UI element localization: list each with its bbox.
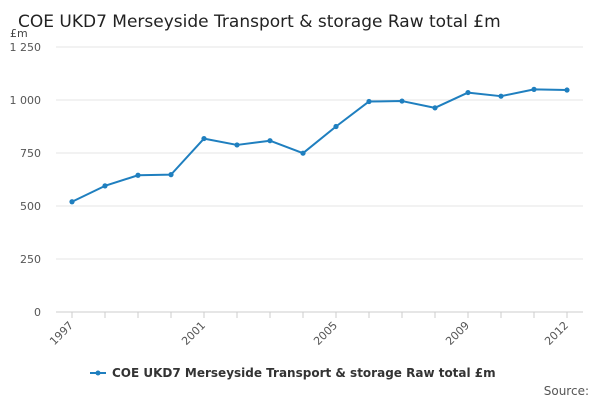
y-tick-label: 750 xyxy=(20,147,41,160)
data-point xyxy=(102,183,108,189)
y-tick-label: 1 250 xyxy=(10,41,42,54)
y-unit-label: £m xyxy=(10,27,28,40)
series-line xyxy=(71,88,568,203)
x-tick-label: 2001 xyxy=(179,319,208,348)
y-tick-label: 0 xyxy=(34,306,41,319)
x-tick-label: 1997 xyxy=(47,319,76,348)
series-layer xyxy=(69,86,570,205)
legend-label: COE UKD7 Merseyside Transport & storage … xyxy=(112,366,496,380)
x-tick-label: 2005 xyxy=(311,319,340,348)
data-point xyxy=(465,89,471,96)
data-point xyxy=(564,87,570,93)
data-point xyxy=(333,123,339,130)
legend[interactable]: COE UKD7 Merseyside Transport & storage … xyxy=(90,366,496,380)
y-tick-label: 1 000 xyxy=(10,94,42,107)
legend-marker-icon xyxy=(95,370,101,376)
data-point xyxy=(201,135,207,142)
data-point xyxy=(168,172,174,178)
chart-title: COE UKD7 Merseyside Transport & storage … xyxy=(18,12,501,32)
y-tick-label: 500 xyxy=(20,200,41,213)
data-point xyxy=(531,86,537,92)
data-point xyxy=(399,98,405,104)
data-point xyxy=(135,172,141,178)
data-point xyxy=(432,105,438,111)
data-point xyxy=(267,138,273,144)
data-point xyxy=(366,98,372,105)
y-axis-ticks: 0 250 500 750 1 000 1 250 xyxy=(10,41,42,319)
data-point xyxy=(498,93,504,99)
x-axis-ticks: 1997 2001 2005 2009 2012 xyxy=(47,311,583,348)
data-point xyxy=(69,199,75,205)
data-point xyxy=(300,150,306,156)
gridlines xyxy=(56,46,583,313)
source-label: Source: xyxy=(544,384,589,398)
x-tick-label: 2009 xyxy=(443,319,472,348)
data-point xyxy=(234,142,240,148)
y-tick-label: 250 xyxy=(20,253,41,266)
x-tick-label: 2012 xyxy=(542,319,571,348)
